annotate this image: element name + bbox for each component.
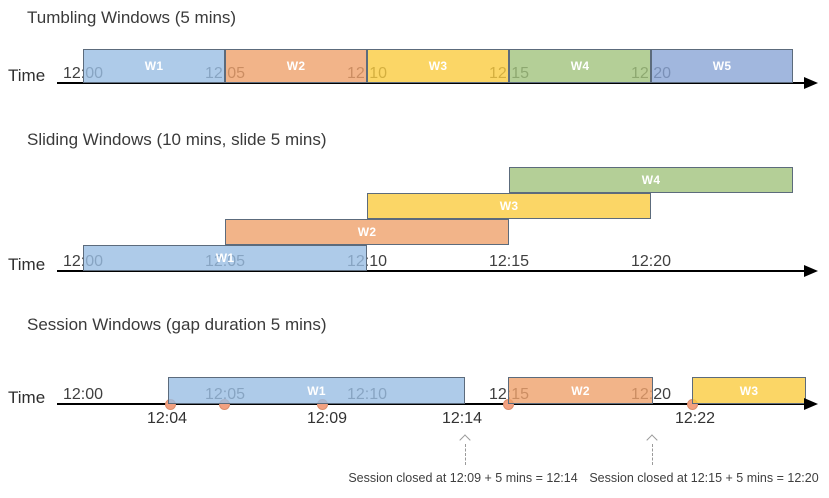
window-bar-session-w2: W2 <box>508 377 653 404</box>
time-axis-label-session: Time <box>8 388 45 408</box>
window-label-sliding-w2: W2 <box>358 225 377 239</box>
time-axis-label-tumbling: Time <box>8 66 45 86</box>
window-bar-tumbling-w5: W5 <box>651 49 793 83</box>
session-close-annotation-1: Session closed at 12:09 + 5 mins = 12:14 <box>348 471 577 486</box>
window-label-sliding-w4: W4 <box>642 173 661 187</box>
window-bar-sliding-w3: W3 <box>367 193 651 219</box>
window-bar-tumbling-w3: W3 <box>367 49 509 83</box>
session-close-arrow-shaft-1 <box>465 444 466 465</box>
event-time-label-1222: 12:22 <box>675 410 715 428</box>
event-time-label-1204: 12:04 <box>147 410 187 428</box>
time-tick-sliding-1220: 12:20 <box>631 253 671 270</box>
window-label-tumbling-w3: W3 <box>429 59 448 73</box>
window-label-sliding-w1: W1 <box>216 251 235 265</box>
window-bar-session-w1: W1 <box>168 377 465 404</box>
session-close-arrow-shaft-2 <box>652 444 653 465</box>
window-label-session-w2: W2 <box>571 384 590 398</box>
window-label-tumbling-w5: W5 <box>713 59 732 73</box>
window-label-tumbling-w1: W1 <box>145 59 164 73</box>
window-bar-tumbling-w1: W1 <box>83 49 225 83</box>
section-title-session: Session Windows (gap duration 5 mins) <box>27 315 327 335</box>
windowing-diagram: Tumbling Windows (5 mins)Time12:0012:051… <box>0 0 829 498</box>
window-label-tumbling-w2: W2 <box>287 59 306 73</box>
window-bar-tumbling-w2: W2 <box>225 49 367 83</box>
timeline-arrow-icon-sliding <box>804 265 818 277</box>
window-bar-sliding-w4: W4 <box>509 167 793 193</box>
section-title-tumbling: Tumbling Windows (5 mins) <box>27 8 236 28</box>
timeline-arrow-icon-session <box>804 398 818 410</box>
window-label-session-w3: W3 <box>740 384 759 398</box>
window-label-tumbling-w4: W4 <box>571 59 590 73</box>
time-tick-sliding-1215: 12:15 <box>489 253 529 270</box>
window-bar-sliding-w2: W2 <box>225 219 509 245</box>
section-title-sliding: Sliding Windows (10 mins, slide 5 mins) <box>27 130 327 150</box>
timeline-arrow-icon-tumbling <box>804 77 818 89</box>
window-bar-tumbling-w4: W4 <box>509 49 651 83</box>
time-axis-label-sliding: Time <box>8 255 45 275</box>
window-bar-session-w3: W3 <box>692 377 806 404</box>
event-time-label-1209: 12:09 <box>307 410 347 428</box>
window-bar-sliding-w1: W1 <box>83 245 367 271</box>
window-label-sliding-w3: W3 <box>500 199 519 213</box>
session-close-annotation-2: Session closed at 12:15 + 5 mins = 12:20 <box>589 471 818 486</box>
time-tick-session-1200: 12:00 <box>63 386 103 403</box>
window-label-session-w1: W1 <box>307 384 326 398</box>
event-time-label-1214: 12:14 <box>442 410 482 428</box>
